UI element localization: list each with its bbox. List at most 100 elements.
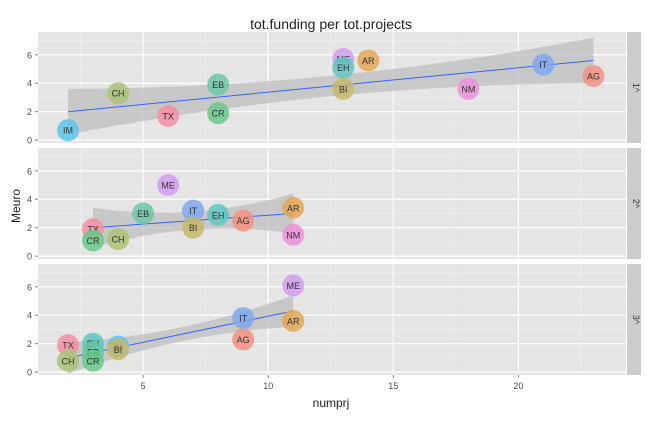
point-label: BI bbox=[189, 223, 198, 233]
point-marker bbox=[282, 274, 305, 297]
data-point-cr: CR bbox=[82, 349, 105, 372]
panel-1: 0246IMTXCHEBCRMEEHARBINMITAG1^ bbox=[27, 32, 641, 146]
data-point-ar: AR bbox=[357, 49, 380, 72]
point-label: IT bbox=[539, 60, 548, 70]
point-marker bbox=[157, 104, 180, 127]
point-marker bbox=[207, 203, 230, 226]
data-point-bi: BI bbox=[182, 216, 205, 239]
data-point-cr: CR bbox=[82, 229, 105, 252]
data-point-me: ME bbox=[157, 174, 180, 196]
data-point-nm: NM bbox=[457, 77, 480, 100]
point-label: EH bbox=[337, 63, 350, 73]
point-label: AR bbox=[287, 316, 300, 326]
data-point-ch: CH bbox=[107, 82, 130, 105]
facet-strip-label: 2^ bbox=[631, 199, 641, 209]
point-label: TX bbox=[162, 111, 174, 121]
data-point-ag: AG bbox=[582, 65, 605, 88]
data-point-bi: BI bbox=[107, 338, 130, 361]
point-label: ME bbox=[286, 281, 300, 291]
point-label: BI bbox=[114, 345, 123, 355]
data-point-it: IT bbox=[532, 53, 555, 76]
point-label: EH bbox=[212, 210, 225, 220]
trend-line bbox=[67, 310, 294, 359]
data-point-it: IT bbox=[182, 199, 205, 222]
y-axis-label: Meuro bbox=[9, 189, 23, 223]
y-tick-label: 0 bbox=[27, 136, 32, 146]
facet-strip-label: 1^ bbox=[631, 83, 641, 93]
point-label: IT bbox=[239, 314, 248, 324]
point-marker bbox=[282, 309, 305, 332]
point-label: CR bbox=[212, 109, 225, 119]
point-marker bbox=[232, 307, 255, 330]
data-point-cr: CR bbox=[207, 102, 230, 125]
point-label: TX bbox=[62, 341, 74, 351]
y-tick-label: 4 bbox=[27, 79, 32, 89]
data-point-tx: TX bbox=[157, 104, 180, 127]
point-marker bbox=[207, 102, 230, 125]
point-marker bbox=[82, 229, 105, 252]
point-marker bbox=[532, 53, 555, 76]
point-label: CH bbox=[112, 235, 125, 245]
point-label: EB bbox=[212, 80, 224, 90]
point-marker bbox=[232, 209, 255, 232]
y-tick-label: 4 bbox=[27, 311, 32, 321]
data-point-ar: AR bbox=[282, 196, 305, 219]
point-label: CR bbox=[87, 356, 100, 366]
data-point-tx: TX bbox=[57, 334, 80, 357]
point-marker bbox=[182, 199, 205, 222]
data-point-ar: AR bbox=[282, 309, 305, 332]
data-point-ag: AG bbox=[232, 209, 255, 232]
x-tick-label: 20 bbox=[513, 381, 523, 391]
panel-background bbox=[38, 148, 626, 259]
facet-strip-label: 3^ bbox=[631, 315, 641, 325]
point-label: AR bbox=[362, 56, 375, 66]
point-marker bbox=[107, 82, 130, 105]
point-marker bbox=[57, 334, 80, 357]
y-tick-label: 0 bbox=[27, 368, 32, 378]
point-marker bbox=[157, 174, 180, 196]
data-point-me: ME bbox=[282, 274, 305, 297]
trend-line bbox=[67, 59, 594, 113]
y-tick-label: 2 bbox=[27, 223, 32, 233]
panel-background bbox=[38, 264, 626, 375]
y-tick-label: 2 bbox=[27, 339, 32, 349]
point-label: AG bbox=[237, 216, 250, 226]
point-label: AG bbox=[237, 335, 250, 345]
point-marker bbox=[582, 65, 605, 88]
point-label: CH bbox=[62, 356, 75, 366]
data-point-ch: CH bbox=[107, 228, 130, 251]
x-tick-label: 5 bbox=[141, 381, 146, 391]
data-point-nm: NM bbox=[282, 223, 305, 246]
panels-layer: 0 2 4 6 IM TX CH EB CR ME EH AR BI NM IT AG 1^ 0 2 4 6 ME EB IT… bbox=[27, 32, 641, 391]
point-marker bbox=[57, 119, 80, 142]
point-label: IM bbox=[63, 126, 73, 136]
point-marker bbox=[82, 349, 105, 372]
point-marker bbox=[107, 338, 130, 361]
point-marker bbox=[332, 56, 355, 79]
facet-strip bbox=[627, 264, 641, 375]
x-tick-label: 10 bbox=[263, 381, 273, 391]
point-marker bbox=[232, 328, 255, 351]
point-marker bbox=[57, 349, 80, 372]
x-axis-label: numprj bbox=[313, 396, 350, 410]
y-tick-label: 6 bbox=[27, 50, 32, 60]
point-marker bbox=[182, 216, 205, 239]
y-tick-label: 2 bbox=[27, 107, 32, 117]
point-label: ME bbox=[161, 181, 175, 191]
data-point-ag: AG bbox=[232, 328, 255, 351]
point-label: CH bbox=[112, 89, 125, 99]
point-marker bbox=[107, 228, 130, 251]
data-point-im: IM bbox=[57, 119, 80, 142]
facet-strip bbox=[627, 32, 641, 143]
panel-3: 0246MEITARAGTXEHEBIMBICHCR3^ bbox=[27, 264, 641, 378]
point-marker bbox=[282, 223, 305, 246]
y-tick-label: 4 bbox=[27, 195, 32, 205]
data-point-ch: CH bbox=[57, 349, 80, 372]
point-label: NM bbox=[461, 84, 475, 94]
data-point-bi: BI bbox=[332, 77, 355, 100]
data-point-eh: EH bbox=[207, 203, 230, 226]
point-marker bbox=[357, 49, 380, 72]
point-label: CR bbox=[87, 236, 100, 246]
